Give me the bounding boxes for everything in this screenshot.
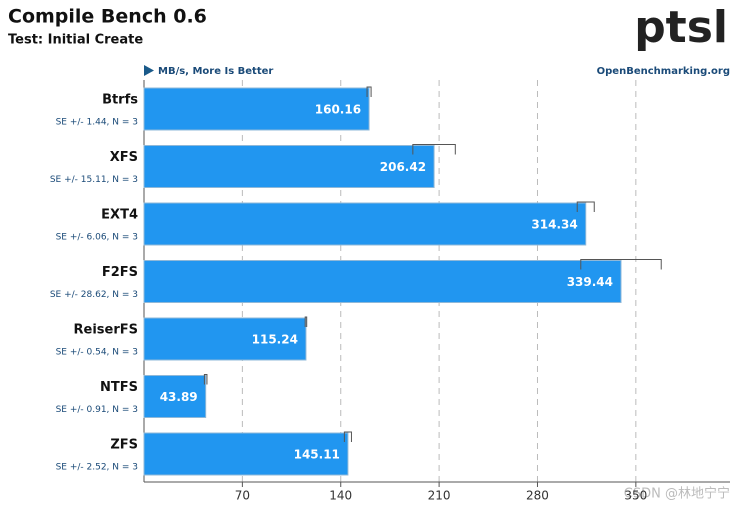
- category-label: F2FS: [102, 265, 138, 280]
- category-label: Btrfs: [102, 93, 138, 108]
- bar: [143, 375, 207, 418]
- error-label: SE +/- 0.54, N = 3: [56, 348, 138, 358]
- error-label: SE +/- 1.44, N = 3: [56, 118, 138, 128]
- value-label: 115.24: [252, 333, 298, 347]
- bar: [143, 317, 307, 361]
- value-label: 339.44: [567, 275, 613, 289]
- error-bar: [203, 374, 208, 385]
- bar: [143, 202, 587, 246]
- category-label: ZFS: [110, 438, 138, 453]
- value-label: 43.89: [160, 390, 198, 404]
- error-bar: [343, 431, 352, 442]
- logo: ptsl: [634, 2, 728, 53]
- bar: [143, 145, 435, 188]
- x-tick-label: 350: [624, 489, 647, 503]
- value-label: 160.16: [315, 103, 361, 117]
- error-bar: [366, 86, 372, 97]
- chart-subtitle: Test: Initial Create: [8, 33, 143, 48]
- category-label: EXT4: [101, 208, 138, 223]
- category-label: XFS: [110, 150, 138, 165]
- watermark: CSDN @林地宁宁: [624, 486, 730, 502]
- bar: [143, 260, 622, 303]
- x-tick-label: 280: [526, 489, 549, 503]
- category-label: NTFS: [100, 380, 138, 395]
- error-label: SE +/- 6.06, N = 3: [56, 233, 138, 243]
- value-label: 145.11: [294, 448, 340, 462]
- error-label: SE +/- 15.11, N = 3: [50, 175, 138, 185]
- unit-arrow: [144, 65, 154, 76]
- x-tick-label: 210: [428, 489, 451, 503]
- value-label: 206.42: [380, 160, 426, 174]
- bar: [143, 87, 370, 131]
- error-bar: [304, 316, 308, 327]
- x-tick-label: 140: [329, 489, 352, 503]
- error-bar: [580, 259, 662, 270]
- error-label: SE +/- 0.91, N = 3: [56, 405, 138, 415]
- unit-label: MB/s, More Is Better: [158, 66, 273, 77]
- source: OpenBenchmarking.org: [597, 66, 730, 77]
- value-label: 314.34: [531, 218, 577, 232]
- category-label: ReiserFS: [74, 323, 139, 338]
- error-bar: [412, 144, 456, 155]
- error-label: SE +/- 28.62, N = 3: [50, 290, 138, 300]
- error-label: SE +/- 2.52, N = 3: [56, 463, 138, 473]
- chart-title: Compile Bench 0.6: [8, 6, 207, 28]
- x-tick-label: 70: [235, 489, 250, 503]
- bar: [143, 432, 349, 476]
- error-bar: [576, 201, 595, 212]
